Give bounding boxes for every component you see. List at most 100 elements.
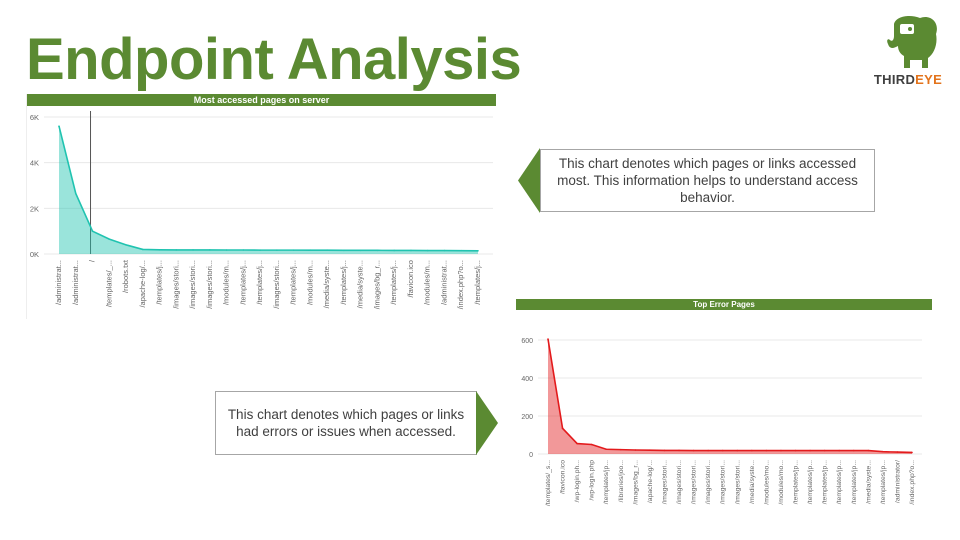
data-point bbox=[276, 249, 278, 251]
data-point bbox=[91, 230, 94, 232]
data-point bbox=[882, 450, 884, 453]
x-category-label: /media/syste... bbox=[322, 260, 331, 308]
data-point bbox=[242, 249, 245, 251]
data-point bbox=[359, 249, 362, 252]
x-category-label: /wp-login.php bbox=[589, 460, 596, 501]
x-category-label: /favicon.ico bbox=[406, 260, 415, 298]
x-category-label: /robots.txt bbox=[121, 259, 130, 293]
x-category-label: /index.php?o... bbox=[456, 260, 465, 309]
data-point bbox=[326, 249, 328, 252]
data-point bbox=[175, 249, 178, 251]
x-category-label: /modules/m... bbox=[423, 260, 432, 305]
x-category-label: /images/stori... bbox=[171, 260, 180, 309]
x-category-label: /templates/j... bbox=[255, 260, 264, 305]
data-point bbox=[605, 448, 608, 451]
thirdeye-logo: THIRDEYE bbox=[866, 14, 950, 94]
slide-title: Endpoint Analysis bbox=[26, 27, 522, 92]
data-point bbox=[309, 249, 312, 252]
data-point bbox=[634, 449, 637, 451]
elephant-icon bbox=[887, 16, 937, 68]
x-category-label: /templates/j... bbox=[473, 260, 482, 305]
data-point bbox=[576, 442, 578, 445]
data-point bbox=[707, 449, 709, 452]
data-point bbox=[259, 249, 261, 251]
x-category-label: /images/stori... bbox=[720, 460, 727, 504]
data-point bbox=[794, 449, 797, 452]
data-point bbox=[823, 449, 826, 452]
data-point bbox=[867, 449, 870, 452]
logo-text-eye: EYE bbox=[915, 72, 943, 87]
top-error-pages-chart-svg: 0 200 400 600/templates/_s... /favicon.ico/w… bbox=[521, 338, 922, 506]
data-point bbox=[751, 449, 753, 452]
x-category-label: /images/stori... bbox=[691, 460, 698, 504]
data-point bbox=[809, 449, 811, 452]
x-category-label: /images/stori... bbox=[705, 460, 712, 504]
x-category-label: /administrat... bbox=[439, 260, 448, 305]
x-category-label: /templates/jp... bbox=[880, 460, 887, 504]
x-category-label: /libraries/joo... bbox=[618, 460, 625, 502]
x-category-label: /images/stori... bbox=[676, 460, 683, 504]
x-category-label: /templates/j... bbox=[155, 260, 164, 305]
series-area bbox=[548, 339, 912, 454]
data-point bbox=[125, 244, 127, 246]
y-tick-label: 6K bbox=[30, 113, 39, 122]
data-point bbox=[896, 451, 899, 453]
x-category-label: /images/bg_r... bbox=[372, 260, 381, 309]
data-point bbox=[108, 238, 111, 240]
y-tick-label: 0 bbox=[529, 452, 533, 459]
data-point bbox=[426, 249, 429, 252]
x-category-label: /media/syste... bbox=[865, 460, 872, 504]
data-point bbox=[678, 449, 680, 452]
x-category-label: /templates/jp... bbox=[793, 460, 800, 504]
chart-title: Top Error Pages bbox=[516, 299, 932, 310]
x-category-label: /apache-log/... bbox=[138, 260, 147, 308]
callout-bottom: This chart denotes which pages or links … bbox=[215, 391, 498, 455]
x-category-label: /templates/jp... bbox=[822, 460, 829, 504]
data-point bbox=[192, 249, 194, 251]
x-category-label: /images/stori... bbox=[188, 260, 197, 309]
y-tick-label: 400 bbox=[521, 376, 533, 383]
data-point bbox=[158, 248, 161, 251]
data-point bbox=[911, 451, 913, 454]
series-line bbox=[547, 338, 913, 454]
data-point bbox=[142, 248, 144, 251]
y-tick-label: 0K bbox=[30, 250, 39, 259]
x-category-label: /templates/jp... bbox=[851, 460, 858, 504]
x-category-label: /images/stori... bbox=[272, 260, 281, 309]
x-category-label: /templates/_... bbox=[104, 260, 113, 307]
data-point bbox=[460, 249, 463, 252]
x-category-label: /templates/j... bbox=[339, 260, 348, 305]
data-point bbox=[225, 249, 228, 251]
data-point bbox=[663, 449, 666, 452]
data-point bbox=[393, 249, 396, 252]
x-category-label: /images/bg_r... bbox=[632, 460, 639, 505]
x-category-label: /images/stori... bbox=[734, 460, 741, 504]
series-area bbox=[59, 126, 478, 254]
x-category-label: /modules/mo... bbox=[763, 460, 770, 505]
top-error-pages-chart: Top Error Pages 0 200 400 600/templates/_s.… bbox=[516, 299, 932, 514]
x-category-label: /modules/m... bbox=[222, 260, 231, 305]
callout-arrow-left-icon bbox=[518, 148, 540, 213]
x-category-label: /images/stori... bbox=[661, 460, 668, 504]
data-point bbox=[649, 449, 651, 451]
data-point bbox=[410, 249, 412, 252]
y-tick-label: 600 bbox=[521, 338, 533, 345]
x-category-label: /templates/jp... bbox=[836, 460, 843, 504]
callout-top: This chart denotes which pages or links … bbox=[518, 148, 875, 213]
data-point bbox=[477, 250, 479, 252]
x-category-label: /templates/j... bbox=[289, 260, 298, 305]
callout-top-text: This chart denotes which pages or links … bbox=[540, 149, 875, 212]
series-line bbox=[58, 125, 479, 252]
x-category-label: /administrator/ bbox=[894, 460, 901, 503]
x-category-label: /index.php?o... bbox=[909, 460, 916, 505]
chart-title: Most accessed pages on server bbox=[27, 94, 496, 106]
y-tick-label: 200 bbox=[521, 414, 533, 421]
x-category-label: /wp-login.ph... bbox=[574, 460, 581, 502]
x-category-label: / bbox=[88, 259, 97, 262]
callout-bottom-text: This chart denotes which pages or links … bbox=[215, 391, 477, 455]
data-point bbox=[765, 449, 768, 452]
x-category-label: /administrat... bbox=[54, 260, 63, 305]
data-point bbox=[74, 192, 77, 195]
x-category-label: /images/stori... bbox=[205, 260, 214, 309]
logo-text-third: THIRD bbox=[873, 72, 916, 87]
